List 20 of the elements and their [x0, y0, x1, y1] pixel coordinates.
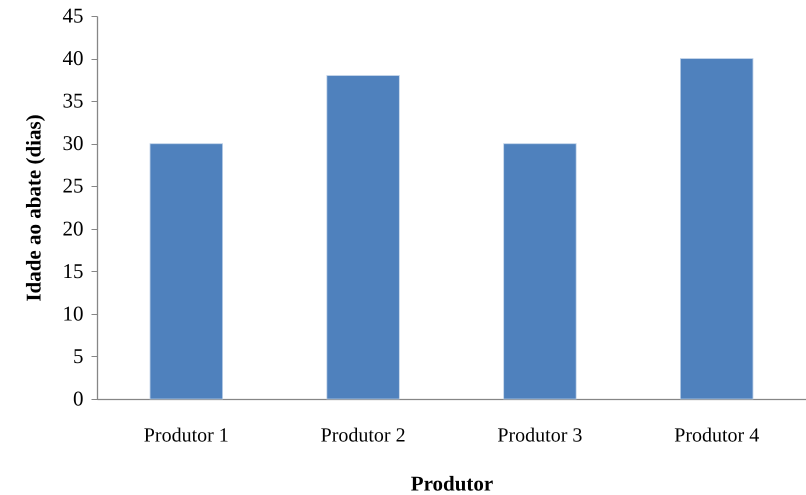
y-tick-label: 35 — [62, 88, 84, 113]
y-tick-label: 25 — [62, 174, 84, 198]
y-tick-label: 15 — [62, 258, 84, 283]
y-tick-label: 5 — [73, 344, 84, 368]
x-axis-title: Produtor — [410, 472, 494, 495]
bar — [326, 75, 400, 400]
y-tick-label: 40 — [62, 46, 84, 70]
y-tick-label: 45 — [62, 4, 84, 28]
y-tick-label: 10 — [62, 301, 84, 326]
y-axis-title: Idade ao abate (dias) — [22, 114, 46, 302]
bar — [680, 58, 754, 400]
y-tick-label: 20 — [62, 216, 84, 240]
y-tick-label: 0 — [73, 386, 84, 410]
x-tick-label: Produtor 2 — [320, 424, 406, 446]
y-tick-label: 30 — [62, 131, 84, 156]
bar — [150, 143, 223, 400]
x-tick-label: Produtor 1 — [144, 424, 229, 446]
x-tick-label: Produtor 4 — [674, 424, 760, 446]
bar — [503, 143, 577, 400]
x-tick-label: Produtor 3 — [497, 424, 582, 446]
